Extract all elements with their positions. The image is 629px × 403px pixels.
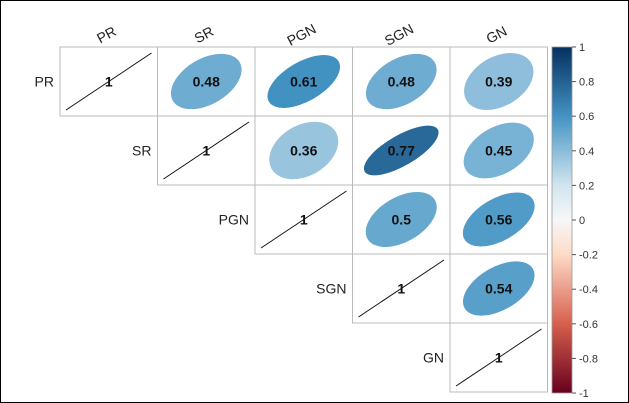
colorbar-tick-label: 0.8 bbox=[579, 77, 594, 89]
colorbar-tick-label: -0.4 bbox=[579, 284, 598, 296]
colorbar-tick-label: 0.4 bbox=[579, 146, 594, 158]
value-label: 0.48 bbox=[388, 74, 415, 90]
colorbar-tick-label: 1 bbox=[579, 42, 585, 54]
value-label: 0.45 bbox=[485, 143, 512, 159]
value-label: 1 bbox=[202, 143, 210, 159]
correlation-ellipse bbox=[267, 55, 341, 108]
row-label: SGN bbox=[316, 281, 346, 297]
colorbar-tick-label: 0.6 bbox=[579, 111, 594, 123]
value-label: 0.56 bbox=[485, 212, 512, 228]
column-label: SGN bbox=[382, 20, 416, 48]
value-label: 0.54 bbox=[485, 281, 512, 297]
row-label: SR bbox=[132, 143, 151, 159]
diagonal-line bbox=[358, 259, 445, 318]
diagonal-line bbox=[260, 190, 347, 249]
colorbar-tick-label: -1 bbox=[579, 388, 589, 400]
diagonal-line bbox=[65, 52, 152, 111]
value-label: 1 bbox=[105, 74, 113, 90]
colorbar-tick-label: -0.6 bbox=[579, 319, 598, 331]
value-label: 0.36 bbox=[290, 143, 317, 159]
value-label: 1 bbox=[397, 281, 405, 297]
diagonal-line bbox=[455, 328, 542, 387]
column-label: PR bbox=[94, 23, 119, 46]
correlation-ellipse bbox=[269, 121, 339, 180]
correlation-ellipse bbox=[363, 125, 439, 176]
colorbar-tick-label: -0.2 bbox=[579, 250, 598, 262]
value-label: 0.77 bbox=[388, 143, 415, 159]
colorbar-tick-label: 0.2 bbox=[579, 180, 594, 192]
value-label: 1 bbox=[495, 350, 503, 366]
row-label: GN bbox=[423, 350, 444, 366]
colorbar bbox=[551, 46, 573, 394]
row-label: PGN bbox=[219, 212, 249, 228]
column-label: PGN bbox=[284, 20, 318, 48]
correlation-ellipse bbox=[365, 53, 437, 110]
colorbar-tick-label: -0.8 bbox=[579, 353, 598, 365]
correlation-ellipse bbox=[464, 53, 534, 110]
value-label: 0.5 bbox=[392, 212, 412, 228]
row-label: PR bbox=[35, 74, 54, 90]
diagonal-line bbox=[163, 121, 250, 180]
correlation-ellipse bbox=[365, 192, 437, 247]
column-label: SR bbox=[192, 23, 217, 46]
value-label: 1 bbox=[300, 212, 308, 228]
correlation-ellipse bbox=[462, 192, 535, 247]
column-label: GN bbox=[483, 23, 509, 47]
correlation-ellipse bbox=[463, 122, 534, 179]
correlation-ellipse bbox=[170, 53, 242, 110]
value-label: 0.61 bbox=[290, 74, 317, 90]
colorbar-tick-label: 0 bbox=[579, 215, 585, 227]
value-label: 0.48 bbox=[193, 74, 220, 90]
value-label: 0.39 bbox=[485, 74, 512, 90]
correlation-ellipse bbox=[462, 261, 535, 316]
